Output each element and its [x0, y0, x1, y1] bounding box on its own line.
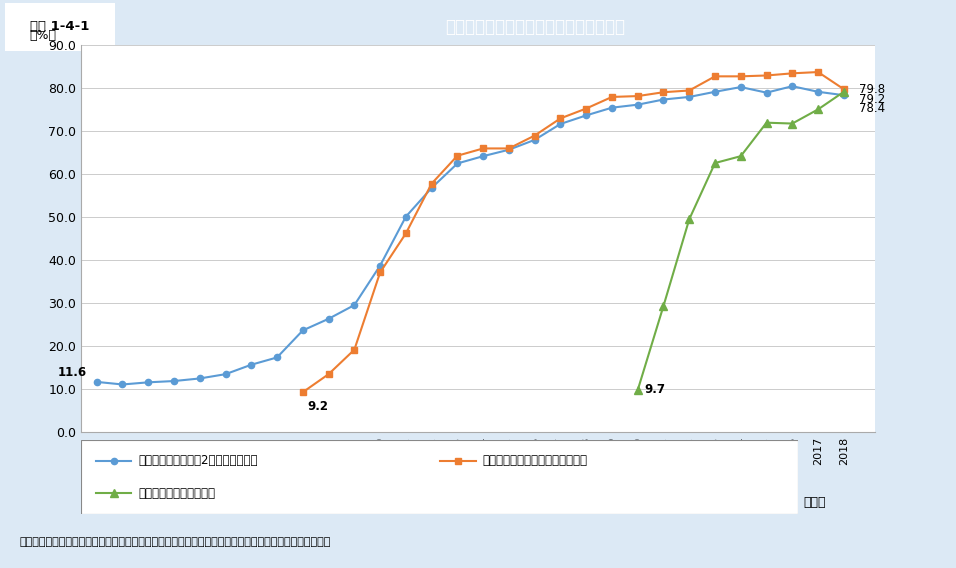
Text: （年）: （年）: [803, 496, 826, 509]
Text: パソコン保有世帯（2人以上の世帯）: パソコン保有世帯（2人以上の世帯）: [139, 454, 258, 467]
Text: （%）: （%）: [30, 28, 56, 41]
FancyBboxPatch shape: [81, 440, 798, 514]
Text: 79.8: 79.8: [859, 83, 885, 96]
Text: インターネット利用状況（個人）: インターネット利用状況（個人）: [483, 454, 588, 467]
Text: 78.4: 78.4: [859, 102, 885, 115]
Text: 79.2: 79.2: [859, 93, 885, 106]
Text: 資料：パソコン保有世帯割合については内閣府「消費動向調査」、その他は総務省「通信利用動向調査」: 資料：パソコン保有世帯割合については内閣府「消費動向調査」、その他は総務省「通信…: [19, 537, 331, 548]
Text: 11.6: 11.6: [57, 366, 87, 379]
Text: 9.7: 9.7: [644, 383, 665, 396]
FancyBboxPatch shape: [5, 3, 115, 51]
Text: 家庭、個人の生活面で見た情報化の進展: 家庭、個人の生活面で見た情報化の進展: [445, 18, 625, 36]
Text: 図表 1-4-1: 図表 1-4-1: [30, 20, 89, 34]
Text: 9.2: 9.2: [307, 400, 328, 414]
Text: スマートフォン保有世帯: スマートフォン保有世帯: [139, 487, 216, 500]
